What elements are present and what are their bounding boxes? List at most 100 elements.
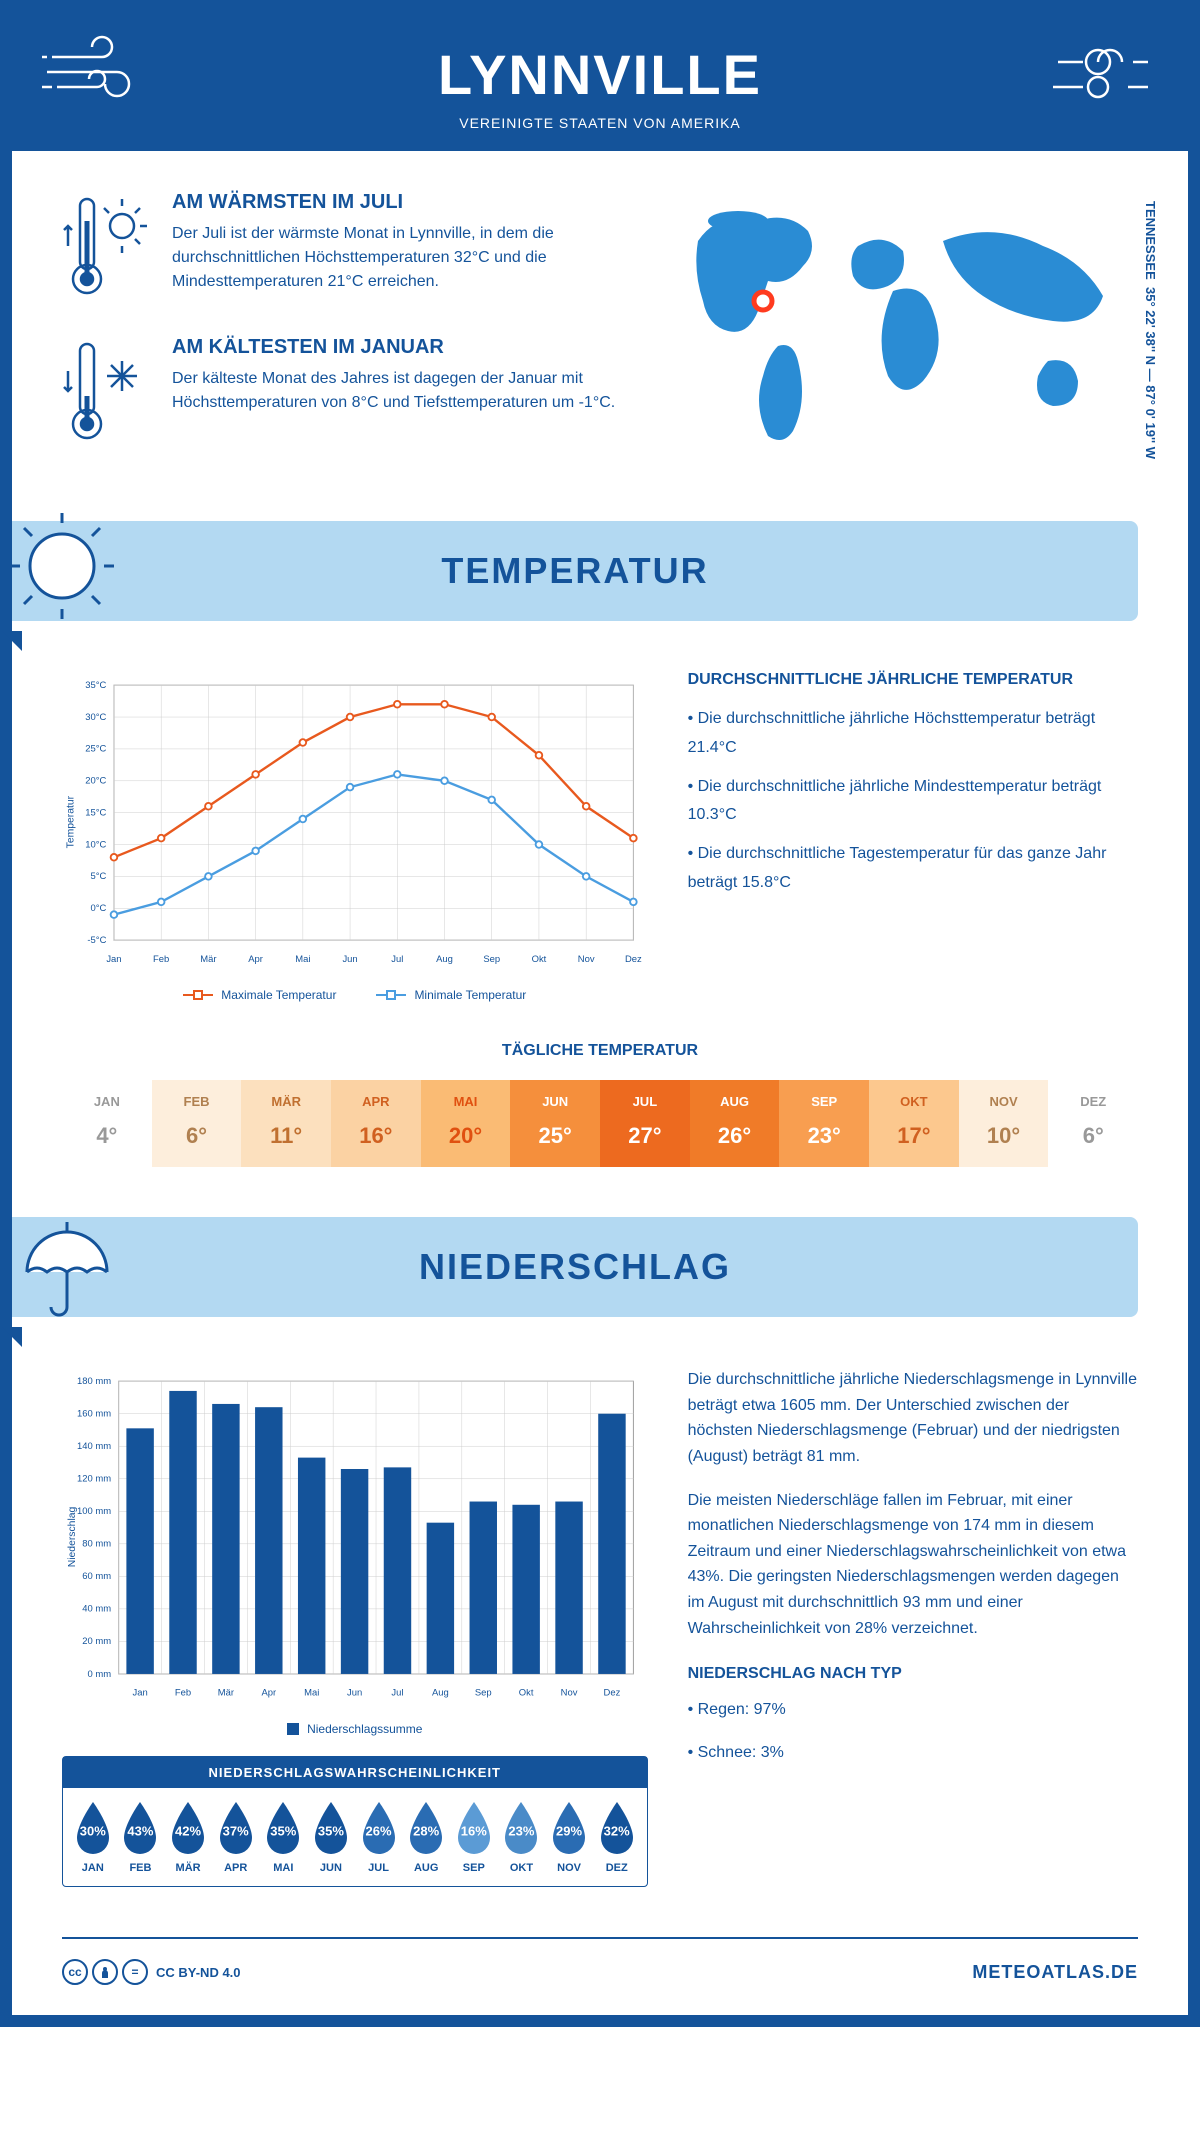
prob-cell: 42%MÄR [164,1800,212,1874]
svg-text:20 mm: 20 mm [82,1636,111,1647]
prob-cell: 43%FEB [117,1800,165,1874]
svg-text:Okt: Okt [532,954,547,965]
svg-text:Mär: Mär [218,1688,234,1699]
month-cell: JUN25° [510,1080,600,1167]
precipitation-chart: 0 mm20 mm40 mm60 mm80 mm100 mm120 mm140 … [62,1367,648,1707]
prob-cell: 29%NOV [545,1800,593,1874]
svg-text:Apr: Apr [248,954,263,965]
warm-title: AM WÄRMSTEN IM JULI [172,191,628,214]
svg-text:Dez: Dez [604,1688,621,1699]
brand: METEOATLAS.DE [972,1962,1138,1983]
svg-text:Jun: Jun [347,1688,362,1699]
month-cell: MAI20° [421,1080,511,1167]
month-cell: OKT17° [869,1080,959,1167]
page-subtitle: VEREINIGTE STAATEN VON AMERIKA [32,115,1168,131]
precip-legend: Niederschlagssumme [62,1722,648,1736]
warm-fact: AM WÄRMSTEN IM JULI Der Juli ist der wär… [62,191,628,306]
precipitation-section-header: NIEDERSCHLAG [12,1217,1138,1317]
month-cell: MÄR11° [241,1080,331,1167]
thermometer-snow-icon [62,336,152,451]
svg-text:Jan: Jan [106,954,121,965]
svg-text:Sep: Sep [475,1688,492,1699]
cold-title: AM KÄLTESTEN IM JANUAR [172,336,628,359]
svg-text:120 mm: 120 mm [77,1474,111,1485]
svg-text:-5°C: -5°C [87,935,106,946]
svg-text:60 mm: 60 mm [82,1571,111,1582]
temp-legend: Maximale Temperatur Minimale Temperatur [62,988,648,1002]
svg-text:35°C: 35°C [85,680,106,691]
svg-text:Niederschlag: Niederschlag [67,1507,78,1568]
prob-cell: 16%SEP [450,1800,498,1874]
svg-text:Nov: Nov [561,1688,578,1699]
svg-text:80 mm: 80 mm [82,1539,111,1550]
svg-text:Nov: Nov [578,954,595,965]
svg-text:Feb: Feb [175,1688,191,1699]
svg-text:0 mm: 0 mm [88,1669,112,1680]
svg-text:Aug: Aug [432,1688,449,1699]
prob-cell: 26%JUL [355,1800,403,1874]
svg-text:30°C: 30°C [85,712,106,723]
svg-text:Mär: Mär [200,954,216,965]
svg-text:Jul: Jul [391,1688,403,1699]
precipitation-probability: NIEDERSCHLAGSWAHRSCHEINLICHKEIT 30%JAN43… [62,1756,648,1887]
thermometer-sun-icon [62,191,152,306]
svg-text:Feb: Feb [153,954,169,965]
prob-cell: 30%JAN [69,1800,117,1874]
cold-text: Der kälteste Monat des Jahres ist dagege… [172,367,628,415]
prob-cell: 35%JUN [307,1800,355,1874]
svg-text:20°C: 20°C [85,776,106,787]
svg-text:0°C: 0°C [91,903,107,914]
warm-text: Der Juli ist der wärmste Monat in Lynnvi… [172,222,628,294]
wind-icon [42,32,162,117]
svg-text:Apr: Apr [261,1688,276,1699]
prob-cell: 23%OKT [498,1800,546,1874]
world-map [658,191,1138,451]
svg-text:140 mm: 140 mm [77,1441,111,1452]
month-cell: APR16° [331,1080,421,1167]
cold-fact: AM KÄLTESTEN IM JANUAR Der kälteste Mona… [62,336,628,451]
svg-text:Jul: Jul [391,954,403,965]
svg-text:Mai: Mai [304,1688,319,1699]
daily-temp-grid: JAN4°FEB6°MÄR11°APR16°MAI20°JUN25°JUL27°… [62,1080,1138,1167]
coordinates: TENNESSEE 35° 22' 38'' N — 87° 0' 19'' W [1143,201,1158,459]
month-cell: JAN4° [62,1080,152,1167]
page-title: LYNNVILLE [32,42,1168,107]
svg-text:160 mm: 160 mm [77,1409,111,1420]
month-cell: AUG26° [690,1080,780,1167]
sun-icon [2,511,122,631]
svg-text:Temperatur: Temperatur [65,795,76,848]
svg-text:Dez: Dez [625,954,642,965]
svg-text:25°C: 25°C [85,744,106,755]
footer: cc = CC BY-ND 4.0 METEOATLAS.DE [62,1937,1138,2015]
prob-cell: 37%APR [212,1800,260,1874]
svg-text:Mai: Mai [295,954,310,965]
wind-icon [1038,32,1158,117]
svg-text:5°C: 5°C [91,871,107,882]
svg-text:10°C: 10°C [85,839,106,850]
prob-cell: 32%DEZ [593,1800,641,1874]
svg-text:Jan: Jan [133,1688,148,1699]
prob-cell: 35%MAI [260,1800,308,1874]
temperature-section-header: TEMPERATUR [12,521,1138,621]
month-cell: DEZ6° [1048,1080,1138,1167]
header: LYNNVILLE VEREINIGTE STAATEN VON AMERIKA [12,12,1188,151]
svg-text:Sep: Sep [483,954,500,965]
precipitation-text: Die durchschnittliche jährliche Niedersc… [688,1367,1138,1887]
svg-text:Aug: Aug [436,954,453,965]
umbrella-icon [2,1207,122,1327]
month-cell: JUL27° [600,1080,690,1167]
license: cc = CC BY-ND 4.0 [62,1959,241,1985]
month-cell: NOV10° [959,1080,1049,1167]
temp-stats: DURCHSCHNITTLICHE JÄHRLICHE TEMPERATUR •… [688,671,1138,1002]
prob-cell: 28%AUG [402,1800,450,1874]
svg-text:40 mm: 40 mm [82,1604,111,1615]
month-cell: FEB6° [152,1080,242,1167]
svg-text:180 mm: 180 mm [77,1376,111,1387]
svg-text:15°C: 15°C [85,807,106,818]
month-cell: SEP23° [779,1080,869,1167]
cc-icon: cc [62,1959,88,1985]
svg-text:Okt: Okt [519,1688,534,1699]
svg-text:Jun: Jun [342,954,357,965]
nd-icon: = [122,1959,148,1985]
daily-temp-title: TÄGLICHE TEMPERATUR [62,1042,1138,1060]
